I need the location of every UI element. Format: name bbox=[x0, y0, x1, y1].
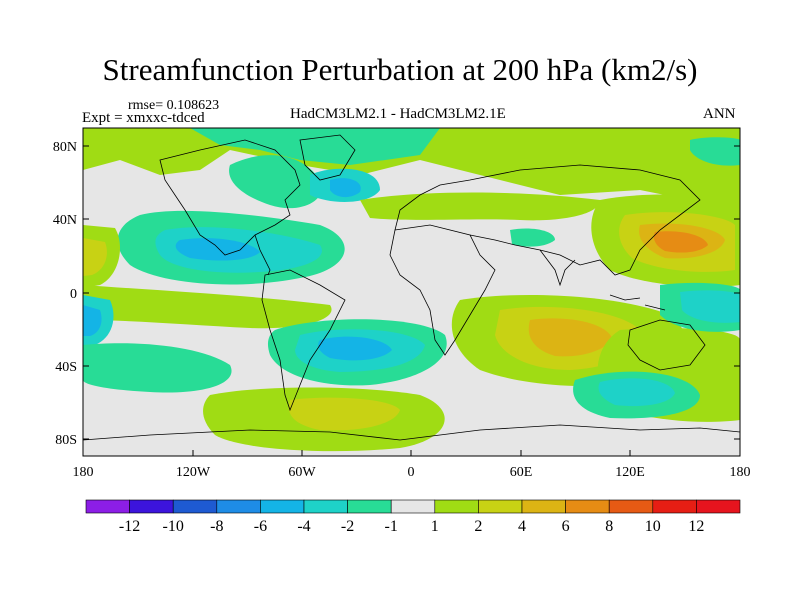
colorbar-swatch bbox=[347, 499, 392, 514]
colorbar-label: 10 bbox=[645, 518, 661, 535]
colorbar-label: -2 bbox=[341, 518, 354, 535]
colorbar-swatch bbox=[434, 499, 479, 514]
contour-nw-positive-inner bbox=[83, 238, 107, 276]
comparison-label: HadCM3LM2.1 - HadCM3LM2.1E bbox=[290, 106, 506, 122]
contour-sa-negative-core bbox=[318, 336, 392, 361]
contour-eurasia-positive bbox=[360, 192, 600, 221]
colorbar-label: 4 bbox=[518, 518, 526, 535]
season-label: ANN bbox=[703, 106, 736, 122]
contour-me-negative bbox=[510, 228, 555, 247]
colorbar-label: -4 bbox=[297, 518, 310, 535]
colorbar-label: 1 bbox=[431, 518, 439, 535]
lat-label-40n: 40N bbox=[53, 213, 77, 228]
contour-east-negative-inner bbox=[680, 290, 740, 323]
map-field bbox=[83, 128, 740, 456]
contour-ss-positive-inner bbox=[288, 397, 400, 431]
colorbar-swatch bbox=[608, 499, 654, 514]
colorbar-swatch bbox=[478, 499, 523, 514]
colorbar-swatch bbox=[216, 499, 261, 514]
colorbar-label: -12 bbox=[119, 518, 140, 535]
lon-tick-marks bbox=[82, 450, 741, 456]
lon-label-120w: 120W bbox=[176, 465, 211, 480]
lon-label-120e: 120E bbox=[615, 465, 645, 480]
colorbar-swatch bbox=[696, 499, 741, 514]
colorbar-label: -1 bbox=[385, 518, 398, 535]
contour-west-negative-core bbox=[83, 305, 102, 336]
colorbar-label: 8 bbox=[605, 518, 613, 535]
lon-label-60w: 60W bbox=[288, 465, 316, 480]
colorbar-label: -6 bbox=[254, 518, 267, 535]
colorbar-swatch bbox=[521, 499, 566, 514]
colorbar-swatch bbox=[260, 499, 305, 514]
colorbar-swatch bbox=[652, 499, 697, 514]
rmse-label: rmse= 0.108623 bbox=[128, 98, 220, 113]
colorbar bbox=[85, 499, 741, 514]
lat-label-80n: 80N bbox=[53, 140, 77, 155]
colorbar-swatch bbox=[129, 499, 174, 514]
colorbar-swatch bbox=[390, 499, 436, 514]
colorbar-swatch bbox=[565, 499, 610, 514]
contour-eq-positive bbox=[83, 285, 332, 329]
contour-na-negative bbox=[229, 155, 322, 209]
colorbar-swatch bbox=[85, 499, 130, 514]
lat-label-40s: 40S bbox=[55, 360, 77, 375]
colorbar-swatch bbox=[172, 499, 218, 514]
contour-arctic-negative bbox=[190, 128, 440, 165]
contour-io-positive-core bbox=[528, 318, 612, 357]
contour-so-negative-inner bbox=[598, 378, 675, 407]
experiment-label: Expt = xmxxc-tdced bbox=[82, 110, 205, 126]
contour-ne-negative bbox=[690, 137, 740, 166]
colorbar-label: -8 bbox=[210, 518, 223, 535]
colorbar-labels: -12 -10 -8 -6 -4 -2 -1 1 2 4 6 8 10 12 bbox=[119, 518, 704, 535]
lat-tick-marks bbox=[83, 145, 740, 440]
colorbar-label: 6 bbox=[562, 518, 570, 535]
colorbar-label: 12 bbox=[688, 518, 704, 535]
contour-pacific-negative-core bbox=[175, 238, 260, 261]
map-title: Streamfunction Perturbation at 200 hPa (… bbox=[102, 52, 698, 87]
contour-arctic-positive bbox=[83, 128, 740, 210]
contour-wnp-positive-peak bbox=[653, 231, 708, 253]
lon-label-60e: 60E bbox=[510, 465, 533, 480]
coastlines bbox=[83, 134, 740, 441]
colorbar-label: -10 bbox=[163, 518, 184, 535]
lat-label-80s: 80S bbox=[55, 433, 77, 448]
lon-label-180w: 180 bbox=[73, 465, 94, 480]
lon-label-180e: 180 bbox=[730, 465, 751, 480]
contour-na-negative-core bbox=[330, 178, 361, 198]
colorbar-label: 2 bbox=[474, 518, 482, 535]
colorbar-swatch bbox=[303, 499, 348, 514]
contour-sp-negative bbox=[83, 343, 232, 393]
lat-label-0: 0 bbox=[70, 287, 77, 302]
lon-label-0: 0 bbox=[408, 465, 415, 480]
